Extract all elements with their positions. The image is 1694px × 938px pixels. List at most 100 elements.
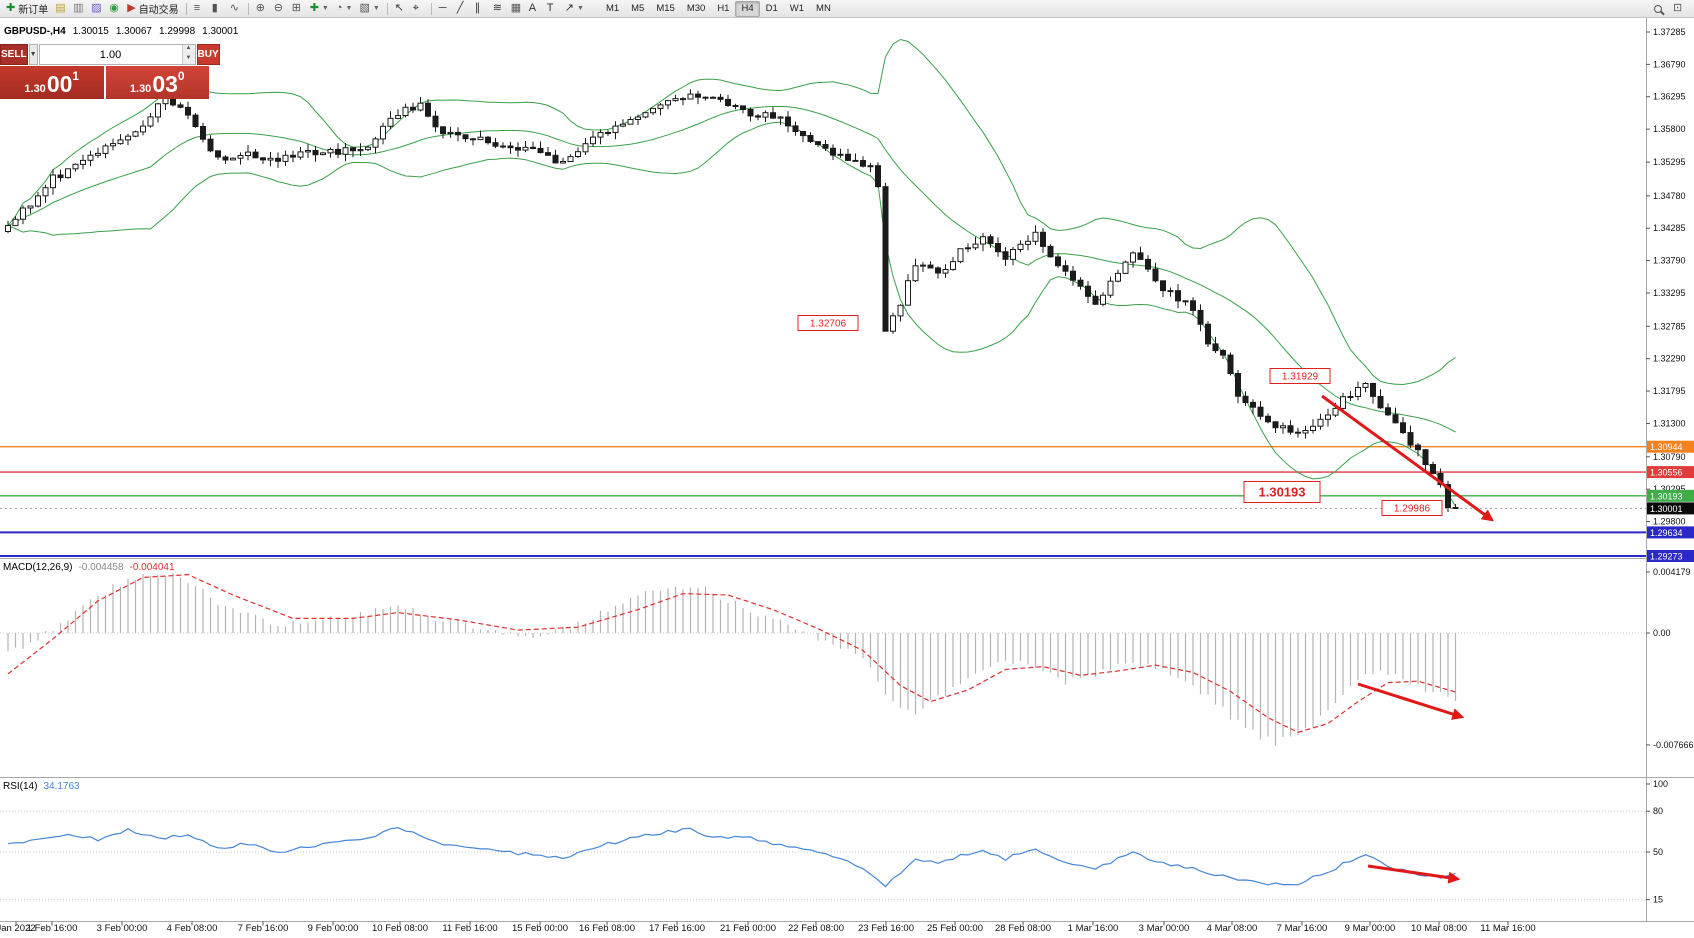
svg-text:1.36295: 1.36295	[1653, 92, 1686, 102]
svg-text:1.36790: 1.36790	[1653, 59, 1686, 69]
svg-text:9 Mar 00:00: 9 Mar 00:00	[1345, 923, 1396, 934]
timeframe-m15[interactable]: M15	[656, 3, 675, 14]
svg-text:10 Feb 08:00: 10 Feb 08:00	[372, 923, 428, 934]
crosshair-icon[interactable]: ⌖	[410, 1, 427, 17]
arrow-objects-icon[interactable]: ↗ ▼	[562, 1, 587, 17]
buy-price-button[interactable]: 1.30 03 0	[105, 66, 209, 99]
volume-up-button[interactable]: ▲	[182, 45, 195, 55]
tile-windows-icon-glyph: ⊞	[291, 2, 301, 14]
svg-text:1.35295: 1.35295	[1653, 157, 1686, 167]
price-axis[interactable]: 1.37285 1.36790 1.36295 1.35800 1.35295 1.347…	[1646, 27, 1686, 527]
terminal-icon[interactable]: ◉	[106, 1, 123, 17]
rsi-value: 34.1763	[43, 781, 80, 792]
timeframe-m30[interactable]: M30	[686, 3, 706, 14]
autotrading-button[interactable]: ▶ 自动交易	[124, 1, 181, 17]
buy-button[interactable]: BUY	[196, 44, 220, 65]
svg-text:1.31929: 1.31929	[1282, 372, 1319, 383]
tile-windows-icon[interactable]: ⊞	[289, 1, 306, 17]
price-callout[interactable]: 1.32706	[797, 315, 859, 331]
horizontal-line-1.30193[interactable]: 1.30193	[0, 489, 1694, 502]
template-icon-glyph: ▧	[359, 2, 370, 14]
horizontal-line-1.29634[interactable]: 1.29634	[0, 526, 1694, 539]
timeframe-m1[interactable]: M1	[605, 3, 620, 14]
chart-window-icon[interactable]: ▥	[70, 1, 87, 17]
toolbar-separator	[185, 2, 187, 15]
svg-text:1.32785: 1.32785	[1653, 321, 1686, 331]
timeframe-h4[interactable]: H4	[735, 0, 760, 17]
price-callout[interactable]: 1.31929	[1269, 368, 1331, 384]
label-tool-icon[interactable]: T	[544, 1, 561, 17]
macd-title: MACD(12,26,9)	[3, 562, 73, 573]
price-callout[interactable]: 1.30193	[1243, 481, 1321, 503]
trend-arrow[interactable]	[1321, 394, 1494, 522]
sell-button[interactable]: SELL	[0, 44, 28, 65]
trend-arrow[interactable]	[1367, 864, 1461, 884]
svg-text:1.30193: 1.30193	[1650, 491, 1683, 501]
svg-text:1.33790: 1.33790	[1653, 256, 1686, 266]
timeframe-m5[interactable]: M5	[631, 3, 645, 14]
search-icon[interactable]	[1651, 1, 1668, 17]
svg-text:11 Mar 16:00: 11 Mar 16:00	[1480, 923, 1535, 934]
market-watch-icon[interactable]: ▤	[52, 1, 69, 17]
quote-low: 1.29998	[159, 26, 196, 37]
period-icon[interactable]: ◔ ▼	[333, 1, 356, 17]
candlestick-mode-icon[interactable]: ▮	[209, 1, 226, 17]
price-callout[interactable]: 1.29986	[1381, 500, 1443, 516]
svg-text:1.30556: 1.30556	[1650, 468, 1683, 478]
text-tool-icon[interactable]: A	[526, 1, 543, 17]
svg-text:25 Feb 00:00: 25 Feb 00:00	[927, 923, 983, 934]
timeframe-mn[interactable]: MN	[816, 3, 831, 14]
toolbar: ✚ 新订单 ▤ ▥ ▨ ◉ ▶ 自动交易 ≡ ▮ ∿ ⊕ ⊖ ⊞ ✚ ▼ ◔ ▼ ▧ ▼ ↖ ⌖ ─ ╱ ∥ ≋ ▦ A T ↗ ▼ M1 M5…	[0, 0, 1694, 18]
toolbar-separator	[386, 2, 388, 15]
timeframe-d1[interactable]: D1	[765, 3, 778, 14]
text-tool-icon-glyph: A	[528, 2, 537, 14]
trade-options-dropdown[interactable]: ▼	[28, 44, 38, 65]
horizontal-line-1.29273[interactable]: 1.29273	[0, 550, 1694, 562]
toolbar-separator	[430, 2, 432, 15]
bollinger-bands	[7, 38, 1456, 507]
trendline-tool-icon[interactable]: ╱	[454, 1, 471, 17]
svg-text:21 Feb 00:00: 21 Feb 00:00	[720, 923, 776, 934]
horizontal-line-tool-icon[interactable]: ─	[436, 1, 453, 17]
svg-text:1.34780: 1.34780	[1653, 191, 1686, 201]
svg-text:1.30001: 1.30001	[1650, 504, 1683, 514]
volume-down-button[interactable]: ▼	[182, 54, 195, 64]
zoom-out-icon[interactable]: ⊖	[271, 1, 288, 17]
sell-price-big: 00	[46, 71, 73, 98]
zoom-out-icon-glyph: ⊖	[273, 2, 283, 14]
channel-tool-icon[interactable]: ∥	[472, 1, 489, 17]
svg-text:10 Mar 08:00: 10 Mar 08:00	[1411, 923, 1467, 934]
fibonacci-tool-icon[interactable]: ≋	[490, 1, 507, 17]
add-indicator-icon-caret: ▼	[321, 5, 329, 12]
horizontal-line-1.30556[interactable]: 1.30556	[0, 466, 1694, 479]
timeframe-h1[interactable]: H1	[717, 3, 730, 14]
zoom-in-icon[interactable]: ⊕	[253, 1, 270, 17]
timeframe-w1[interactable]: W1	[789, 3, 805, 14]
sell-price-prefix: 1.30	[24, 82, 46, 95]
navigator-icon[interactable]: ▨	[88, 1, 105, 17]
sell-price-button[interactable]: 1.30 00 1	[0, 66, 104, 99]
rsi-panel: 100 80 50 15	[0, 779, 1668, 905]
cursor-icon[interactable]: ↖	[392, 1, 409, 17]
template-icon[interactable]: ▧ ▼	[356, 1, 382, 17]
macd-main-value: -0.004458	[78, 562, 124, 573]
bar-chart-mode-icon-glyph: ≡	[193, 2, 201, 14]
svg-text:1.29273: 1.29273	[1650, 552, 1683, 562]
symbol-period-label: GBPUSD-,H4	[4, 26, 66, 37]
svg-text:3 Feb 00:00: 3 Feb 00:00	[97, 923, 148, 934]
quick-chart-icon[interactable]: ⊡	[1670, 1, 1687, 17]
trendline-tool-icon-glyph: ╱	[456, 2, 464, 14]
period-icon-glyph: ◔	[335, 2, 343, 14]
line-chart-mode-icon[interactable]: ∿	[227, 1, 244, 17]
add-indicator-icon-glyph: ✚	[309, 2, 319, 14]
svg-text:22 Feb 08:00: 22 Feb 08:00	[788, 923, 844, 934]
horizontal-line-1.30944[interactable]: 1.30944	[0, 440, 1694, 453]
add-indicator-icon[interactable]: ✚ ▼	[307, 1, 332, 17]
grid-icon[interactable]: ▦	[508, 1, 525, 17]
volume-input[interactable]	[39, 45, 182, 64]
trend-arrow[interactable]	[1357, 682, 1465, 720]
new-order-button[interactable]: ✚ 新订单	[3, 1, 51, 17]
bar-chart-mode-icon[interactable]: ≡	[191, 1, 208, 17]
